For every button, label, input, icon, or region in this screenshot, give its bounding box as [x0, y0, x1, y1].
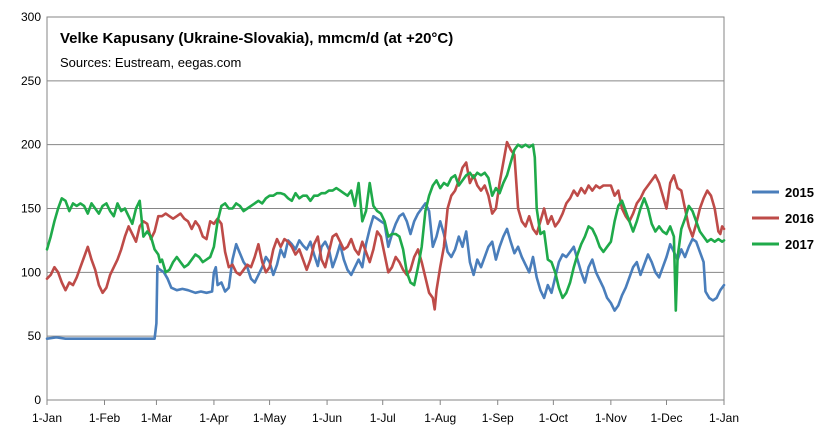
- x-tick-label-6: 1-Jul: [370, 411, 396, 425]
- plot-area-border: [46, 16, 725, 401]
- y-tick-label-250: 250: [21, 74, 41, 88]
- x-tick-label-8: 1-Sep: [482, 411, 514, 425]
- chart-title: Velke Kapusany (Ukraine-Slovakia), mmcm/…: [60, 30, 453, 47]
- legend-label-2016: 2016: [785, 211, 814, 226]
- y-tick-label-50: 50: [28, 329, 42, 343]
- x-tick-label-11: 1-Dec: [650, 411, 682, 425]
- series-line-2017: [45, 143, 726, 312]
- x-tick-label-2: 1-Mar: [141, 411, 172, 425]
- x-tick-label-7: 1-Aug: [424, 411, 456, 425]
- y-tick-label-0: 0: [34, 393, 41, 407]
- x-tick-label-4: 1-May: [253, 411, 286, 425]
- legend: 2015 2016 2017: [752, 185, 814, 252]
- x-axis-tick-labels: 1-Jan 1-Feb 1-Mar 1-Apr 1-May 1-Jun 1-Jul 1-Aug…: [32, 400, 739, 425]
- x-tick-label-1: 1-Feb: [89, 411, 121, 425]
- y-tick-label-300: 300: [21, 10, 41, 24]
- x-tick-label-10: 1-Nov: [595, 411, 627, 425]
- x-tick-label-5: 1-Jun: [312, 411, 342, 425]
- y-tick-label-100: 100: [21, 265, 41, 279]
- x-tick-label-0: 1-Jan: [32, 411, 62, 425]
- x-tick-label-3: 1-Apr: [199, 411, 228, 425]
- chart-subtitle: Sources: Eustream, eegas.com: [60, 55, 241, 70]
- series-line-2016: [45, 140, 726, 311]
- x-tick-label-9: 1-Oct: [539, 411, 569, 425]
- legend-label-2017: 2017: [785, 237, 814, 252]
- y-tick-label-200: 200: [21, 138, 41, 152]
- legend-label-2015: 2015: [785, 185, 814, 200]
- x-tick-label-12: 1-Jan: [709, 411, 739, 425]
- series-lines: [45, 140, 726, 341]
- y-axis-tick-labels: 0 50 100 150 200 250 300: [21, 10, 41, 407]
- y-tick-label-150: 150: [21, 202, 41, 216]
- gridlines: [47, 80, 724, 337]
